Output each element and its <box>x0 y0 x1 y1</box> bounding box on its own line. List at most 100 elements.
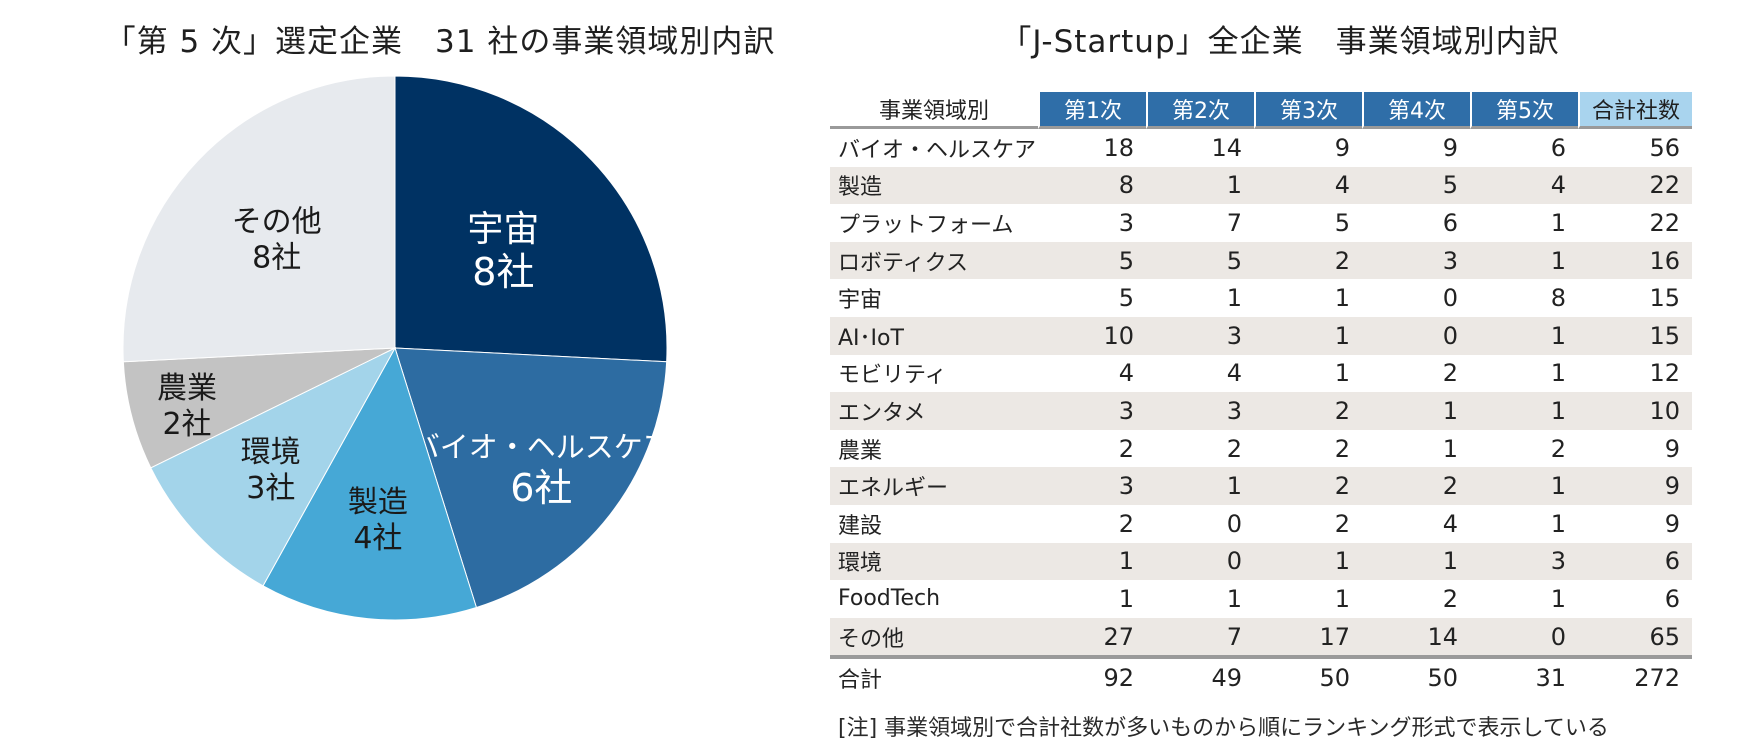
row-phase-cell: 14 <box>1362 617 1470 656</box>
table-row: エネルギー 3 1 2 2 1 9 <box>830 467 1692 505</box>
pie-slice-value: 2社 <box>162 407 211 442</box>
pie-slice <box>150 346 397 587</box>
pie-slice-value: 8社 <box>252 241 301 276</box>
row-phase-cell: 3 <box>1146 316 1254 355</box>
row-category: 農業 <box>838 438 883 464</box>
row-phase-cell: 1 <box>1146 166 1254 205</box>
row-category: モビリティ <box>838 363 947 389</box>
pie-slice-name: その他 <box>232 205 322 240</box>
row-phase-cell: 2 <box>1226 434 1242 463</box>
pie-slice-name: バイオ・ヘルスケア <box>411 430 672 464</box>
table-body: バイオ・ヘルスケア 18 14 9 9 6 56 製造 8 1 4 5 4 22 プラットフォーム 3 7 5 6 1… <box>830 129 1692 697</box>
row-phase-cell: 3 <box>1118 208 1134 237</box>
row-phase-cell: 9 <box>1334 133 1350 162</box>
row-phase-cell: 4 <box>1442 509 1458 538</box>
table-row: 農業 2 2 2 1 2 9 <box>830 430 1692 468</box>
table-header-row: 事業領域別 第1次 第2次 第3次 第4次 第5次 合計社数 <box>830 92 1692 129</box>
row-phase-cell: 8 <box>1550 284 1566 313</box>
row-total-cell: 9 <box>1664 509 1680 538</box>
pie-slice-value: 4社 <box>353 521 402 556</box>
table-row: バイオ・ヘルスケア 18 14 9 9 6 56 <box>830 129 1692 167</box>
row-total-cell: 272 <box>1578 655 1692 697</box>
row-phase-cell: 0 <box>1146 542 1254 581</box>
row-phase-cell: 50 <box>1254 655 1362 697</box>
row-category: その他 <box>830 617 1038 656</box>
table-row: エンタメ 3 3 2 1 1 10 <box>830 392 1692 430</box>
row-phase-cell: 5 <box>1118 284 1134 313</box>
row-phase-cell: 3 <box>1470 542 1578 581</box>
row-category: 宇宙 <box>838 288 883 314</box>
row-phase-cell: 1 <box>1254 542 1362 581</box>
pie-slice-value: 3社 <box>246 471 295 506</box>
header-phase-5: 第5次 <box>1470 92 1578 129</box>
row-phase-cell: 4 <box>1254 166 1362 205</box>
row-phase-cell: 2 <box>1334 509 1350 538</box>
row-phase-cell: 1 <box>1334 584 1350 613</box>
row-category: AI･IoT <box>830 316 1038 355</box>
row-phase-cell: 1 <box>1442 434 1458 463</box>
pie-slice <box>122 347 396 469</box>
row-phase-cell: 1 <box>1226 584 1242 613</box>
row-phase-cell: 1 <box>1550 509 1566 538</box>
row-total-cell: 15 <box>1578 316 1692 355</box>
header-phase-4: 第4次 <box>1362 92 1470 129</box>
row-total-cell: 65 <box>1578 617 1692 656</box>
pie-slice-value: 6社 <box>510 466 572 510</box>
table-row: ロボティクス 5 5 2 3 1 16 <box>830 241 1692 280</box>
row-phase-cell: 8 <box>1038 166 1146 205</box>
row-phase-cell: 3 <box>1362 241 1470 280</box>
row-total-cell: 12 <box>1649 359 1680 388</box>
row-phase-cell: 3 <box>1038 467 1146 505</box>
row-phase-cell: 5 <box>1038 241 1146 280</box>
row-phase-cell: 1 <box>1550 584 1566 613</box>
row-phase-cell: 5 <box>1146 241 1254 280</box>
row-phase-cell: 3 <box>1038 392 1146 430</box>
row-phase-cell: 7 <box>1226 208 1242 237</box>
row-total-cell: 15 <box>1649 284 1680 313</box>
row-category: 製造 <box>830 166 1038 205</box>
row-phase-cell: 1 <box>1118 584 1134 613</box>
row-phase-cell: 5 <box>1362 166 1470 205</box>
row-phase-cell: 9 <box>1442 133 1458 162</box>
row-category: バイオ・ヘルスケア <box>838 137 1037 163</box>
table-total-row: 合計 92 49 50 50 31 272 <box>830 655 1692 697</box>
row-phase-cell: 14 <box>1211 133 1242 162</box>
row-phase-cell: 2 <box>1254 392 1362 430</box>
table-row: 製造 8 1 4 5 4 22 <box>830 166 1692 205</box>
row-phase-cell: 7 <box>1146 617 1254 656</box>
row-phase-cell: 49 <box>1146 655 1254 697</box>
row-phase-cell: 92 <box>1038 655 1146 697</box>
domain-table: 事業領域別 第1次 第2次 第3次 第4次 第5次 合計社数 バイオ・ヘルスケア… <box>830 92 1692 697</box>
header-category: 事業領域別 <box>830 92 1038 129</box>
row-phase-cell: 2 <box>1118 509 1134 538</box>
row-phase-cell: 4 <box>1118 359 1134 388</box>
row-category: プラットフォーム <box>838 212 1014 238</box>
row-phase-cell: 4 <box>1226 359 1242 388</box>
row-phase-cell: 1 <box>1334 359 1350 388</box>
row-total-cell: 22 <box>1649 208 1680 237</box>
row-phase-cell: 1 <box>1038 542 1146 581</box>
pie-slice-name: 製造 <box>348 485 408 520</box>
pie-slice-name: 農業 <box>157 371 217 406</box>
row-phase-cell: 6 <box>1442 208 1458 237</box>
row-category: エンタメ <box>830 392 1038 430</box>
row-phase-cell: 50 <box>1362 655 1470 697</box>
row-phase-cell: 3 <box>1146 392 1254 430</box>
row-phase-cell: 1 <box>1470 392 1578 430</box>
table-row: モビリティ 4 4 1 2 1 12 <box>830 355 1692 393</box>
row-phase-cell: 1 <box>1362 542 1470 581</box>
pie-slice <box>394 347 668 609</box>
row-phase-cell: 0 <box>1362 316 1470 355</box>
pie-slice <box>262 346 478 621</box>
row-phase-cell: 2 <box>1334 434 1350 463</box>
header-phase-2: 第2次 <box>1146 92 1254 129</box>
table-row: その他 27 7 17 14 0 65 <box>830 617 1692 656</box>
row-phase-cell: 2 <box>1442 359 1458 388</box>
pie-slice <box>394 75 668 363</box>
